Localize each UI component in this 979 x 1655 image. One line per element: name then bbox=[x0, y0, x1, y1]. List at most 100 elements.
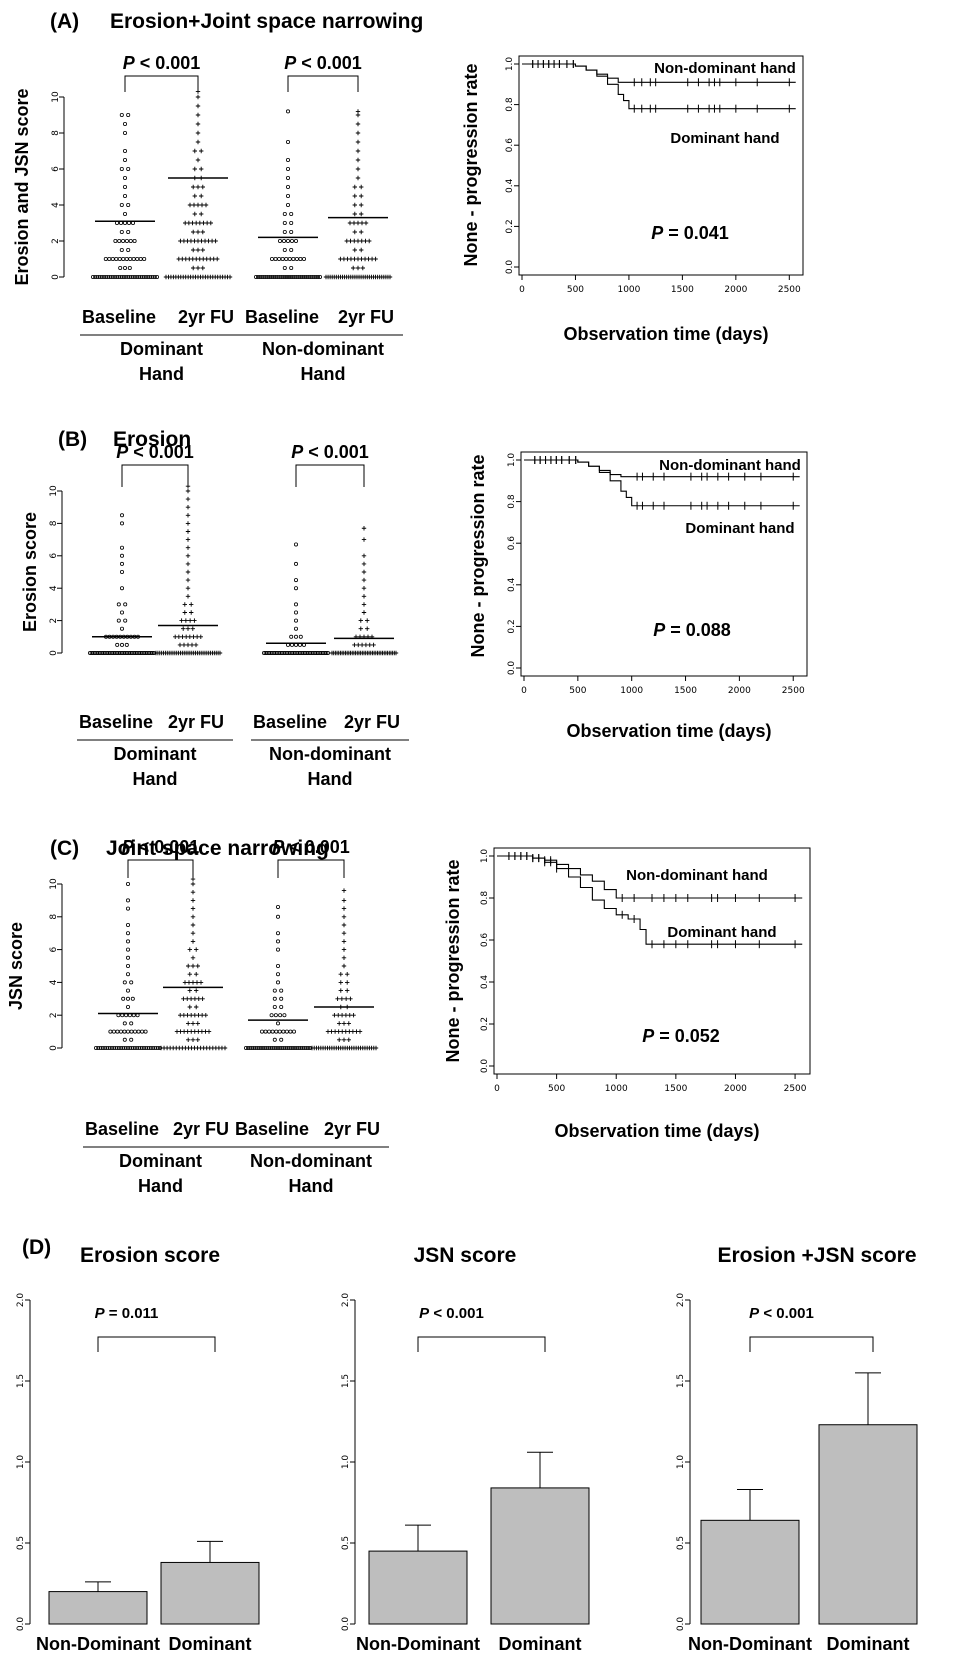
data-point bbox=[117, 274, 122, 279]
data-point bbox=[126, 947, 131, 952]
data-point bbox=[227, 274, 233, 280]
data-point bbox=[203, 1013, 208, 1018]
data-point bbox=[272, 1037, 277, 1042]
data-point bbox=[182, 602, 187, 607]
data-point bbox=[290, 1046, 295, 1051]
data-point bbox=[185, 626, 191, 631]
data-point bbox=[185, 488, 191, 494]
data-point bbox=[275, 904, 280, 909]
category-label: 2yr FU bbox=[173, 1119, 229, 1139]
data-point bbox=[113, 238, 118, 243]
data-point bbox=[355, 121, 361, 127]
data-point bbox=[365, 626, 370, 631]
data-point bbox=[120, 586, 125, 591]
data-point bbox=[345, 972, 350, 977]
data-point bbox=[357, 1029, 363, 1034]
data-point bbox=[248, 1046, 253, 1051]
data-point bbox=[291, 1029, 296, 1034]
y-tick-label: 2 bbox=[49, 618, 59, 624]
data-point bbox=[277, 256, 282, 261]
series-label-non-dominant: Non-dominant hand bbox=[654, 60, 796, 77]
data-point bbox=[103, 256, 108, 261]
data-point bbox=[270, 274, 275, 279]
data-point bbox=[341, 963, 347, 969]
data-point bbox=[181, 626, 186, 631]
data-point bbox=[199, 148, 204, 154]
data-point bbox=[263, 1029, 268, 1034]
data-point bbox=[367, 238, 372, 244]
significance-bracket bbox=[417, 1336, 546, 1352]
data-point bbox=[185, 569, 191, 575]
data-point bbox=[293, 618, 298, 623]
y-axis-label: None - progression rate bbox=[443, 859, 463, 1062]
significance-bracket bbox=[97, 1336, 216, 1352]
data-point bbox=[361, 553, 367, 558]
data-point bbox=[360, 265, 365, 271]
data-point bbox=[122, 980, 127, 985]
y-tick-label: 8 bbox=[49, 914, 59, 920]
data-point bbox=[254, 1046, 259, 1051]
data-point bbox=[355, 157, 361, 163]
data-point bbox=[132, 238, 137, 243]
series-line-dominant bbox=[524, 459, 800, 507]
dot-plot-C-dot: 0 2 4 6 8 10 JSN score P < 0.001 P < 0.001 Baseli… bbox=[6, 837, 389, 1196]
data-point bbox=[116, 1046, 121, 1051]
data-point bbox=[301, 1046, 306, 1051]
y-tick-label: 0.0 bbox=[505, 260, 515, 275]
data-point bbox=[280, 1046, 285, 1051]
data-point bbox=[272, 988, 277, 993]
data-point bbox=[195, 139, 201, 145]
data-point bbox=[135, 274, 140, 279]
data-point bbox=[192, 618, 197, 623]
data-point bbox=[138, 256, 143, 261]
x-tick-label: 0 bbox=[494, 1084, 500, 1094]
x-tick-label: 500 bbox=[567, 285, 584, 295]
data-point bbox=[190, 922, 196, 928]
data-point bbox=[268, 274, 273, 279]
data-point bbox=[123, 184, 128, 189]
data-point bbox=[120, 561, 125, 566]
data-point bbox=[128, 1046, 133, 1051]
data-point bbox=[195, 247, 201, 253]
bar bbox=[490, 1487, 590, 1625]
data-point bbox=[192, 211, 197, 217]
category-label: 2yr FU bbox=[168, 712, 224, 732]
data-point bbox=[96, 1046, 101, 1051]
data-point bbox=[190, 931, 196, 936]
data-point bbox=[191, 184, 196, 190]
data-point bbox=[182, 980, 188, 985]
data-point bbox=[282, 265, 287, 270]
group-label: Hand bbox=[139, 364, 184, 384]
data-point bbox=[124, 274, 129, 279]
series-line-dominant bbox=[522, 63, 796, 110]
data-point bbox=[135, 256, 140, 261]
data-point bbox=[348, 238, 353, 244]
data-point bbox=[264, 274, 269, 279]
data-point bbox=[195, 157, 201, 163]
y-tick-label: 2.0 bbox=[16, 1293, 26, 1308]
data-point bbox=[307, 274, 312, 279]
data-point bbox=[341, 947, 347, 952]
data-point bbox=[192, 996, 198, 1001]
data-point bbox=[189, 602, 194, 607]
dot-plot-B-dot: 0 2 4 6 8 10 Erosion score P < 0.001 P < 0.001 Ba… bbox=[20, 442, 409, 789]
y-tick-label: 0.5 bbox=[341, 1536, 351, 1550]
data-point bbox=[141, 1046, 146, 1051]
data-point bbox=[361, 586, 367, 591]
data-point bbox=[187, 202, 193, 208]
data-point bbox=[185, 505, 191, 510]
bracket-p-value: P = 0.011 bbox=[95, 1305, 159, 1322]
data-point bbox=[126, 906, 131, 911]
data-point bbox=[119, 166, 124, 171]
data-point bbox=[133, 1029, 138, 1034]
data-point bbox=[141, 274, 146, 279]
data-point bbox=[256, 1046, 261, 1051]
significance-bracket bbox=[124, 75, 199, 92]
data-point bbox=[128, 256, 133, 261]
data-point bbox=[185, 545, 191, 550]
data-point bbox=[285, 193, 290, 198]
data-point bbox=[124, 256, 129, 261]
group-label: Dominant bbox=[120, 339, 203, 359]
data-point bbox=[352, 642, 357, 648]
data-point bbox=[146, 1046, 151, 1051]
